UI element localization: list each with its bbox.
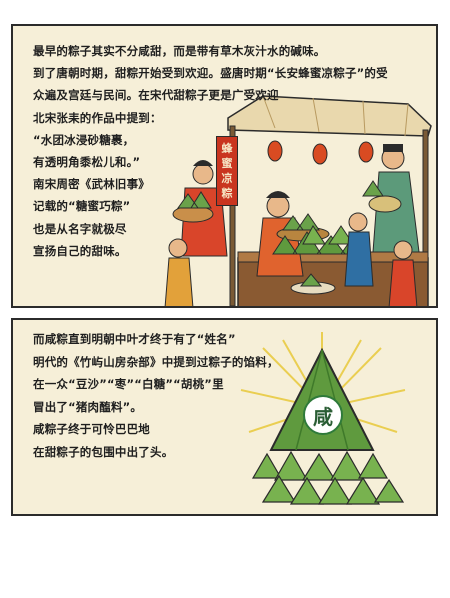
sign-char: 粽 — [221, 187, 233, 200]
text-line: 众遍及宫廷与民间。在宋代甜粽子更是广受欢迎 — [33, 88, 279, 103]
text-line: 到了唐朝时期，甜粽开始受到欢迎。盛唐时期“长安蜂蜜凉粽子”的受 — [33, 66, 388, 81]
sweet-zongzi-panel: 蜂 蜜 凉 粽 最早的粽子其实不分咸甜，而是带有草木灰汁水的碱味。 到了唐朝时期… — [11, 24, 438, 308]
text-line: 咸粽子终于可怜巴巴地 — [33, 422, 150, 436]
savory-zongzi-panel: 而咸粽直到明朝中叶才终于有了“姓名” 明代的《竹屿山房杂部》中提到过粽子的馅料，… — [11, 318, 438, 516]
text-line: 在一众“豆沙”“枣”“白糖”“胡桃”里 — [33, 377, 224, 391]
song-market-illustration — [164, 95, 432, 306]
sign-char: 蜂 — [221, 142, 233, 155]
text-line: 南宋周密《武林旧事》 — [33, 177, 150, 192]
text-line: 最早的粽子其实不分咸甜，而是带有草木灰汁水的碱味。 — [33, 44, 326, 58]
text-line: 有透明角黍松儿和。” — [33, 155, 141, 170]
text-line: 北宋张耒的作品中提到： — [33, 110, 162, 125]
sign-char: 蜜 — [221, 157, 233, 170]
sign-char: 凉 — [221, 172, 233, 185]
savory-character-badge: 咸 — [303, 395, 343, 435]
text-line: 明代的《竹屿山房杂部》中提到过粽子的馅料， — [33, 354, 279, 369]
text-line: 在甜粽子的包围中出了头。 — [33, 444, 174, 459]
text-line: 记载的“糖蜜巧粽” — [33, 199, 131, 214]
text-line: 宣扬自己的甜味。 — [33, 243, 127, 258]
sweet-zongzi-text: 最早的粽子其实不分咸甜，而是带有草木灰汁水的碱味。 到了唐朝时期，甜粽开始受到欢… — [33, 40, 388, 262]
text-line: “水团冰浸砂糖裹， — [33, 132, 135, 147]
text-line: 冒出了“猪肉醢料”。 — [33, 399, 143, 414]
honey-zongzi-shop-sign: 蜂 蜜 凉 粽 — [216, 136, 238, 206]
text-line: 而咸粽直到明朝中叶才终于有了“姓名” — [33, 332, 236, 346]
savory-zongzi-text: 而咸粽直到明朝中叶才终于有了“姓名” 明代的《竹屿山房杂部》中提到过粽子的馅料，… — [33, 328, 279, 463]
text-line: 也是从名字就极尽 — [33, 221, 127, 236]
